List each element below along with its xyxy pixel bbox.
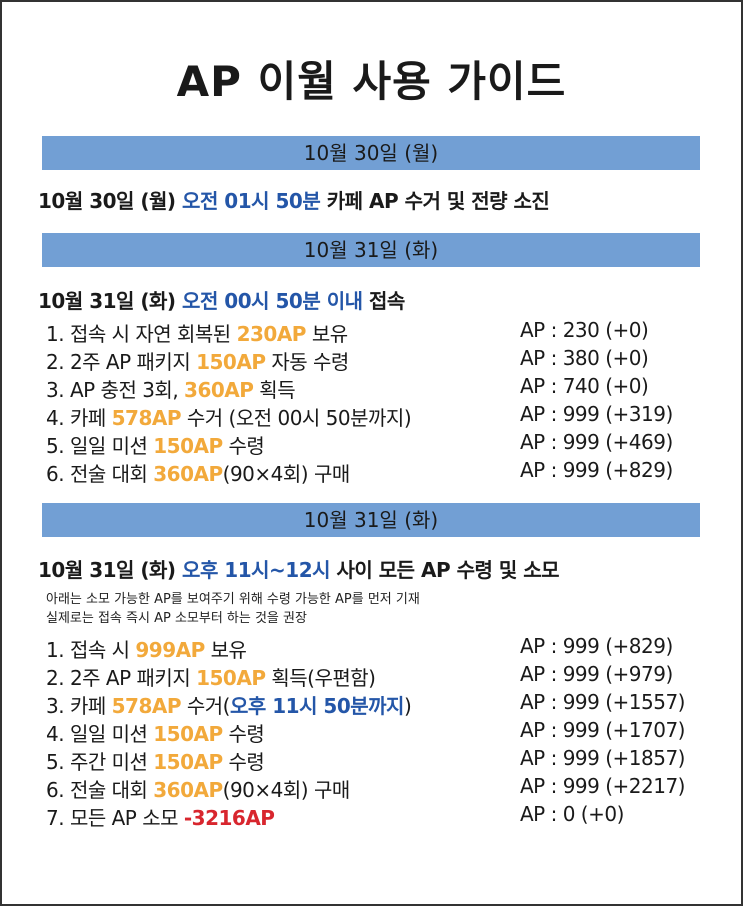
text-segment: 5. 주간 미션: [46, 750, 154, 774]
section-heading: 10월 31일 (화) 오전 00시 50분 이내 접속: [38, 285, 405, 314]
ap-amount: 578AP: [111, 694, 182, 718]
text-segment: 6. 전술 대회: [46, 462, 154, 486]
ap-amount: 360AP: [184, 378, 254, 402]
step-item: 7. 모든 AP 소모 -3216AP: [46, 802, 275, 831]
note-text: 실제로는 접속 즉시 AP 소모부터 하는 것을 권장: [46, 611, 307, 626]
time-highlight: 오전 01시 50분: [182, 189, 321, 213]
text-segment: 7. 모든 AP 소모: [46, 806, 184, 830]
text-segment: 6. 전술 대회: [46, 778, 154, 802]
text-segment: 5. 일일 미션: [46, 434, 154, 458]
ap-total: AP : 999 (+469): [520, 430, 673, 454]
ap-total: AP : 999 (+979): [520, 662, 673, 686]
ap-amount: 150AP: [196, 350, 266, 374]
step-item: 1. 접속 시 999AP 보유: [46, 634, 247, 663]
time-highlight: 오후 11시 50분까지: [229, 694, 405, 718]
ap-total: AP : 230 (+0): [520, 318, 649, 342]
step-item: 1. 접속 시 자연 회복된 230AP 보유: [46, 318, 348, 347]
page-title: AP 이월 사용 가이드: [176, 57, 567, 106]
text-segment: ): [403, 694, 412, 718]
ap-consume-amount: -3216AP: [183, 806, 275, 830]
note-text: 아래는 소모 가능한 AP를 보여주기 위해 수령 가능한 AP를 먼저 기재: [46, 592, 420, 607]
ap-total: AP : 999 (+1707): [520, 718, 686, 742]
text-segment: 10월 31일 (화): [38, 558, 183, 582]
ap-amount: 150AP: [153, 750, 223, 774]
step-item: 2. 2주 AP 패키지 150AP 획득(우편함): [46, 662, 376, 691]
ap-total: AP : 999 (+829): [520, 458, 673, 482]
text-segment: 보유: [305, 322, 348, 346]
step-item: 3. AP 충전 3회, 360AP 획득: [46, 374, 296, 403]
time-highlight: 오전 00시 50분 이내: [182, 289, 363, 313]
text-segment: 수거(: [181, 694, 231, 718]
step-item: 2. 2주 AP 패키지 150AP 자동 수령: [46, 346, 349, 375]
text-segment: 획득: [253, 378, 296, 402]
text-segment: 카페 AP 수거 및 전량 소진: [320, 189, 550, 213]
text-segment: 2. 2주 AP 패키지: [46, 666, 197, 690]
text-segment: 4. 카페: [46, 406, 112, 430]
text-segment: 수거 (오전 00시 50분까지): [181, 406, 412, 430]
text-segment: 3. AP 충전 3회,: [46, 378, 185, 402]
text-segment: (90×4회) 구매: [222, 462, 351, 486]
ap-total: AP : 999 (+1557): [520, 690, 686, 714]
ap-amount: 230AP: [236, 322, 307, 346]
ap-total: AP : 380 (+0): [520, 346, 649, 370]
text-segment: 수령: [222, 722, 265, 746]
text-segment: 1. 접속 시 자연 회복된: [46, 322, 237, 346]
ap-amount: 150AP: [153, 722, 223, 746]
text-segment: 획득(우편함): [265, 666, 376, 690]
step-item: 5. 주간 미션 150AP 수령: [46, 746, 265, 775]
ap-total: AP : 740 (+0): [520, 374, 649, 398]
ap-amount: 360AP: [153, 462, 223, 486]
ap-amount: 150AP: [196, 666, 266, 690]
text-segment: (90×4회) 구매: [222, 778, 351, 802]
text-segment: 접속: [362, 289, 405, 313]
ap-total: AP : 999 (+829): [520, 634, 673, 658]
text-segment: 1. 접속 시: [46, 638, 136, 662]
step-item: 3. 카페 578AP 수거(오후 11시 50분까지): [46, 690, 412, 719]
ap-amount: 360AP: [153, 778, 223, 802]
step-item: 4. 일일 미션 150AP 수령: [46, 718, 265, 747]
step-item: 5. 일일 미션 150AP 수령: [46, 430, 265, 459]
ap-amount: 150AP: [153, 434, 223, 458]
text-segment: 4. 일일 미션: [46, 722, 154, 746]
time-highlight: 오후 11시~12시: [182, 558, 331, 582]
step-item: 6. 전술 대회 360AP(90×4회) 구매: [46, 458, 350, 487]
ap-total: AP : 0 (+0): [520, 802, 624, 826]
text-segment: 10월 30일 (월): [38, 189, 183, 213]
step-item: 4. 카페 578AP 수거 (오전 00시 50분까지): [46, 402, 412, 431]
section-date-bar: 10월 30일 (월): [42, 136, 700, 170]
text-segment: 수령: [222, 434, 265, 458]
text-segment: 2. 2주 AP 패키지: [46, 350, 197, 374]
text-segment: 자동 수령: [265, 350, 349, 374]
text-segment: 10월 31일 (화): [38, 289, 183, 313]
step-item: 6. 전술 대회 360AP(90×4회) 구매: [46, 774, 350, 803]
section-date-bar: 10월 31일 (화): [42, 233, 700, 267]
ap-amount: 578AP: [111, 406, 182, 430]
text-segment: 수령: [222, 750, 265, 774]
text-segment: 사이 모든 AP 수령 및 소모: [330, 558, 560, 582]
text-segment: 보유: [204, 638, 247, 662]
section-date-bar: 10월 31일 (화): [42, 503, 700, 537]
ap-total: AP : 999 (+2217): [520, 774, 686, 798]
ap-total: AP : 999 (+1857): [520, 746, 686, 770]
section-heading: 10월 30일 (월) 오전 01시 50분 카페 AP 수거 및 전량 소진: [38, 185, 550, 214]
ap-total: AP : 999 (+319): [520, 402, 673, 426]
text-segment: 3. 카페: [46, 694, 112, 718]
ap-amount: 999AP: [135, 638, 205, 662]
section-heading: 10월 31일 (화) 오후 11시~12시 사이 모든 AP 수령 및 소모: [38, 554, 560, 583]
